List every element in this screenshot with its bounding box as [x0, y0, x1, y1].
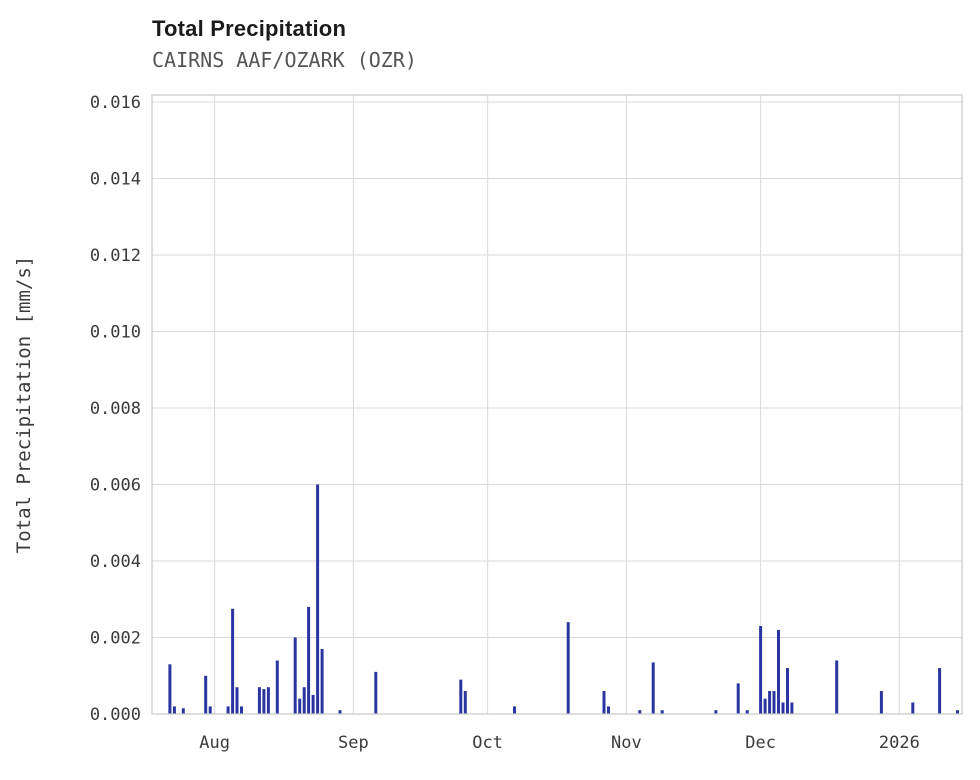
precipitation-bar: [338, 710, 342, 714]
precipitation-bar: [566, 622, 570, 714]
precipitation-bar: [235, 687, 239, 714]
x-tick-label: Sep: [338, 733, 369, 753]
precipitation-bar: [316, 484, 320, 714]
precipitation-bar: [879, 691, 883, 714]
y-tick-label: 0.010: [90, 323, 141, 343]
precipitation-bar: [763, 698, 767, 714]
y-tick-label: 0.016: [90, 93, 141, 113]
y-tick-label: 0.002: [90, 629, 141, 649]
y-axis-label: Total Precipitation [mm/s]: [13, 256, 35, 553]
precipitation-bar: [320, 649, 324, 714]
precipitation-bar: [204, 675, 208, 715]
precipitation-bar: [266, 687, 270, 714]
x-tick-label: 2026: [879, 733, 920, 753]
precipitation-bar: [257, 687, 261, 714]
chart-subtitle: CAIRNS AAF/OZARK (OZR): [152, 48, 417, 72]
precipitation-bar: [736, 683, 740, 714]
precipitation-bar: [938, 668, 942, 714]
precipitation-bar: [790, 702, 794, 714]
precipitation-bar: [759, 626, 763, 714]
y-tick-label: 0.014: [90, 170, 141, 190]
precipitation-bar: [168, 664, 172, 714]
precipitation-bar: [607, 706, 610, 714]
precipitation-bar: [463, 691, 467, 714]
precipitation-bar: [602, 691, 606, 714]
x-tick-label: Dec: [745, 733, 776, 753]
precipitation-bar: [835, 660, 839, 714]
y-tick-label: 0.000: [90, 705, 141, 725]
precipitation-bar: [651, 662, 655, 714]
precipitation-bar: [231, 608, 235, 714]
precipitation-bar: [768, 691, 772, 714]
precipitation-bar: [786, 668, 789, 714]
precipitation-bar: [311, 694, 315, 714]
precipitation-bar: [293, 637, 297, 714]
precipitation-bar: [374, 671, 378, 714]
precipitation-bar: [275, 660, 279, 714]
y-tick-label: 0.006: [90, 476, 141, 496]
precipitation-bar: [777, 629, 780, 714]
precipitation-bar: [745, 710, 749, 714]
precipitation-bar: [513, 706, 516, 714]
plot-border: [151, 94, 963, 715]
precipitation-bar: [262, 689, 266, 714]
precipitation-bar: [302, 687, 306, 714]
x-tick-label: Oct: [472, 733, 503, 753]
precipitation-bar: [208, 706, 212, 714]
precipitation-bar: [714, 710, 718, 714]
precipitation-bar: [772, 691, 776, 714]
y-tick-label: 0.012: [90, 246, 141, 266]
precipitation-bar: [911, 702, 915, 714]
precipitation-bar: [181, 708, 185, 714]
precipitation-bar: [660, 710, 664, 714]
y-tick-label: 0.008: [90, 399, 141, 419]
precipitation-bar: [459, 679, 463, 714]
y-tick-label: 0.004: [90, 552, 141, 572]
precipitation-bar: [226, 706, 230, 714]
x-tick-label: Nov: [611, 733, 642, 753]
precipitation-bar: [638, 710, 642, 714]
precipitation-bar: [956, 710, 959, 714]
chart-title: Total Precipitation: [152, 16, 347, 41]
precipitation-bar: [298, 698, 302, 714]
precipitation-bar: [781, 702, 785, 714]
precipitation-bar: [240, 706, 243, 714]
x-tick-label: Aug: [199, 733, 230, 753]
precipitation-bar: [172, 706, 176, 714]
precipitation-bar: [307, 606, 311, 714]
